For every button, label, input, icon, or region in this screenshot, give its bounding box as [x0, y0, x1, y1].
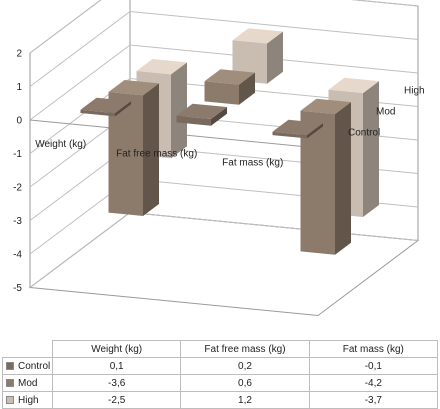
bar-control-2	[272, 119, 323, 139]
bar-front	[204, 81, 239, 105]
bar-side	[363, 81, 379, 217]
y-tick-label: 2	[16, 49, 22, 60]
data-table-cell: -0,1	[308, 357, 439, 375]
legend-label: Mod	[18, 377, 38, 389]
bar-side	[335, 102, 351, 255]
bar-side	[143, 83, 159, 217]
data-table-cell: 0,6	[180, 374, 310, 392]
bar-side	[211, 107, 227, 126]
bar-top	[272, 119, 323, 136]
chart-bars	[80, 28, 379, 255]
gridline	[29, 44, 419, 121]
data-table-cell: 1,2	[180, 391, 310, 409]
bar-top	[80, 97, 131, 114]
data-table-row: Mod -3,6 0,6 -4,2	[2, 374, 439, 392]
bar-mod-2	[300, 98, 351, 255]
data-table-cell: -2,5	[51, 391, 182, 409]
bar-side	[171, 62, 187, 159]
data-table: Weight (kg) Fat free mass (kg) Fat mass …	[2, 340, 439, 409]
data-table-cell: 0,2	[180, 357, 310, 375]
depth-axis-label: High	[404, 86, 425, 97]
legend-swatch	[6, 361, 14, 370]
bar-front	[176, 115, 211, 126]
y-axis-ticks: 2 1 0 -1 -2 -3 -4 -5	[13, 49, 22, 295]
bar-front	[300, 110, 335, 255]
gridline	[29, 10, 419, 87]
bar-mod-0	[108, 80, 159, 217]
data-table-row: High -2,5 1,2 -3,7	[2, 391, 439, 409]
bar-side	[267, 31, 283, 84]
bar-side	[239, 72, 255, 105]
data-table-header-row: Weight (kg) Fat free mass (kg) Fat mass …	[2, 340, 439, 358]
category-label: Fat free mass (kg)	[116, 148, 197, 159]
bar-side	[115, 101, 131, 117]
chart-3d-column: 2 1 0 -1 -2 -3 -4 -5 Weight (kg) Fat free mass (…	[13, 0, 425, 317]
legend-swatch	[6, 378, 14, 387]
data-table-cell: -3,7	[308, 391, 439, 409]
data-table-row-header: Mod	[2, 374, 53, 392]
bar-top	[232, 28, 283, 44]
data-table-col-header: Weight (kg)	[51, 340, 182, 358]
category-label: Fat mass (kg)	[222, 158, 283, 169]
legend-swatch	[6, 395, 14, 404]
data-table-col-header: Fat mass (kg)	[308, 340, 439, 358]
legend-label: Control	[18, 360, 51, 372]
depth-axis-labels: High Mod Control	[348, 86, 425, 139]
gridline	[29, 77, 419, 154]
data-table-row-header: High	[2, 391, 53, 409]
data-table-cell: -3,6	[51, 374, 182, 392]
bar-top	[204, 69, 255, 85]
gridline	[29, 211, 419, 288]
y-tick-label: 0	[16, 116, 22, 127]
bar-top	[328, 77, 379, 94]
y-tick-label: -4	[13, 250, 22, 261]
y-tick-label: -3	[13, 216, 22, 227]
legend-label: High	[18, 394, 39, 406]
data-table-row: Control 0,1 0,2 -0,1	[2, 357, 439, 375]
floor-outline	[28, 211, 420, 317]
bar-front	[272, 131, 307, 139]
bar-front	[80, 109, 115, 117]
data-table-cell: 0,1	[51, 357, 182, 375]
y-tick-label: 1	[16, 82, 22, 93]
data-table-cell: -4,2	[308, 374, 439, 392]
data-table-row-header: Control	[2, 357, 53, 375]
bar-control-1	[176, 103, 227, 126]
y-tick-label: -1	[13, 149, 22, 160]
y-tick-label: -2	[13, 183, 22, 194]
depth-axis-label: Control	[348, 128, 380, 139]
bar-mod-1	[204, 69, 255, 105]
category-label: Weight (kg)	[35, 139, 86, 150]
y-tick-label: -5	[13, 283, 22, 294]
bar-top	[136, 59, 187, 75]
bar-front	[108, 92, 143, 216]
bar-top	[108, 80, 159, 96]
bar-control-0	[80, 97, 131, 117]
depth-axis-label: Mod	[376, 107, 395, 118]
category-labels: Weight (kg) Fat free mass (kg) Fat mass (k…	[35, 139, 283, 169]
bar-top	[176, 103, 227, 119]
gridline	[29, 0, 419, 54]
data-table-col-header: Fat free mass (kg)	[180, 340, 310, 358]
data-table-corner	[2, 340, 53, 358]
bar-side	[307, 123, 323, 139]
bar-top	[300, 98, 351, 115]
